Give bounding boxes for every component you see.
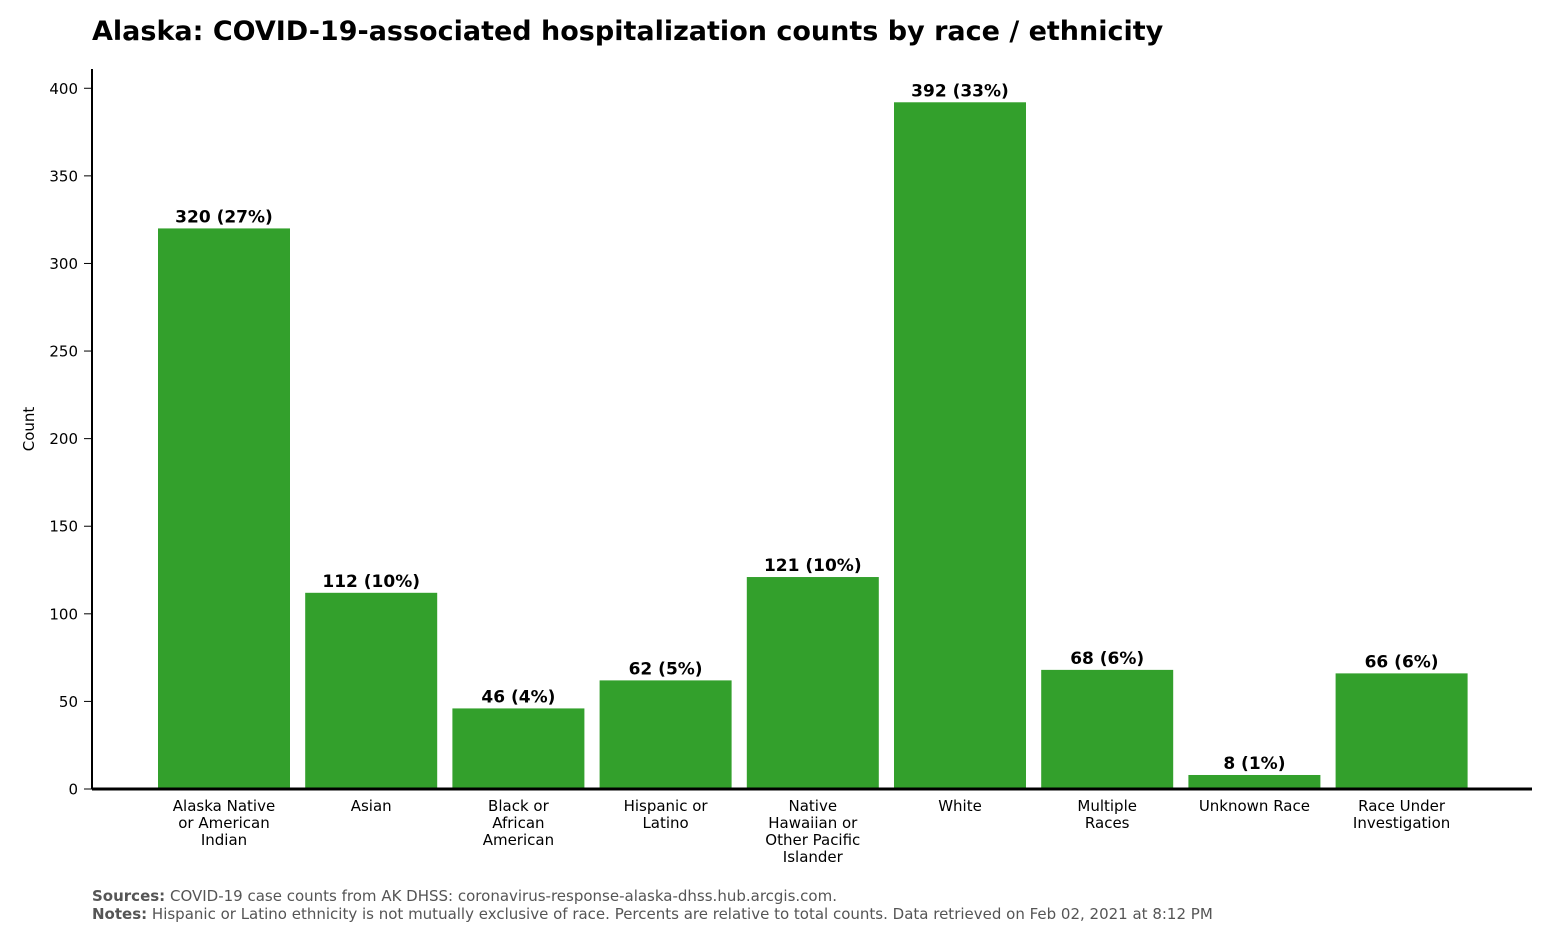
data-label: 121 (10%) bbox=[764, 556, 862, 576]
y-axis-label: Count bbox=[20, 407, 38, 452]
y-tick-label: 200 bbox=[49, 430, 78, 448]
y-tick-label: 0 bbox=[68, 781, 78, 799]
y-tick-label: 50 bbox=[59, 693, 78, 711]
bar bbox=[305, 592, 438, 789]
x-tick-label-line: American bbox=[483, 831, 554, 849]
y-tick-label: 150 bbox=[49, 518, 78, 536]
x-tick-label: Race Under Investigation bbox=[1353, 797, 1450, 832]
chart-title: Alaska: COVID-19-associated hospitalizat… bbox=[92, 16, 1164, 47]
x-tick-label-line: Native bbox=[789, 797, 838, 815]
bar bbox=[746, 577, 879, 789]
x-tick-label-line: Indian bbox=[201, 831, 247, 849]
notes-label: Notes: bbox=[92, 905, 148, 923]
data-label: 62 (5%) bbox=[629, 659, 703, 679]
x-tick-label-line: or American bbox=[178, 814, 270, 832]
x-tick-label-line: Races bbox=[1085, 814, 1130, 832]
sources-text: COVID-19 case counts from AK DHSS: coron… bbox=[169, 887, 837, 905]
sources-line: Sources: COVID-19 case counts from AK DH… bbox=[92, 887, 1213, 905]
y-tick-label: 400 bbox=[49, 80, 78, 98]
x-tick-label-line: Alaska Native bbox=[173, 797, 275, 815]
bar bbox=[452, 708, 585, 789]
bar bbox=[158, 228, 290, 789]
x-tick-label-line: African bbox=[492, 814, 544, 832]
data-label: 392 (33%) bbox=[911, 81, 1009, 101]
footnotes: Sources: COVID-19 case counts from AK DH… bbox=[92, 887, 1213, 923]
y-axis: 0 50 100 150 200 250 300 350 400 Count bbox=[20, 69, 93, 799]
bar bbox=[1041, 669, 1174, 789]
x-tick-label: White bbox=[938, 797, 982, 815]
data-label: 112 (10%) bbox=[322, 572, 420, 592]
sources-label: Sources: bbox=[92, 887, 166, 905]
x-tick-label-line: Other Pacific bbox=[765, 831, 860, 849]
y-tick-label: 300 bbox=[49, 255, 78, 273]
bar bbox=[599, 680, 732, 789]
y-tick-label: 350 bbox=[49, 167, 78, 185]
data-label: 46 (4%) bbox=[481, 687, 555, 707]
x-tick-label: Black or African American bbox=[483, 797, 554, 849]
data-label: 66 (6%) bbox=[1365, 652, 1439, 672]
notes-text: Hispanic or Latino ethnicity is not mutu… bbox=[151, 905, 1213, 923]
bar bbox=[894, 102, 1026, 789]
x-tick-label-line: Hispanic or bbox=[624, 797, 709, 815]
x-tick-label-line: Multiple bbox=[1077, 797, 1137, 815]
data-label: 320 (27%) bbox=[175, 207, 273, 227]
x-tick-label-line: Race Under bbox=[1358, 797, 1446, 815]
x-tick-label-line: Islander bbox=[783, 848, 844, 866]
x-tick-label-line: Black or bbox=[488, 797, 550, 815]
x-tick-label-line: Asian bbox=[351, 797, 392, 815]
x-axis: Alaska Native or American Indian Asian Black… bbox=[92, 787, 1532, 866]
x-tick-label-line: White bbox=[938, 797, 982, 815]
x-tick-label-line: Latino bbox=[642, 814, 688, 832]
x-tick-label: Multiple Races bbox=[1077, 797, 1137, 832]
x-tick-label: Native Hawaiian or Other Pacific Islander bbox=[765, 797, 860, 866]
bar bbox=[1335, 673, 1468, 789]
bars bbox=[158, 102, 1468, 789]
data-label: 8 (1%) bbox=[1223, 754, 1285, 774]
x-tick-label: Asian bbox=[351, 797, 392, 815]
x-tick-label: Unknown Race bbox=[1199, 797, 1310, 815]
notes-line: Notes: Hispanic or Latino ethnicity is n… bbox=[92, 905, 1213, 923]
x-tick-label-line: Hawaiian or bbox=[768, 814, 858, 832]
data-label: 68 (6%) bbox=[1070, 649, 1144, 669]
y-tick-label: 100 bbox=[49, 605, 78, 623]
x-tick-label-line: Unknown Race bbox=[1199, 797, 1310, 815]
x-tick-label-line: Investigation bbox=[1353, 814, 1450, 832]
x-tick-label: Hispanic or Latino bbox=[624, 797, 709, 832]
data-labels: 320 (27%) 112 (10%) 46 (4%) 62 (5%) 121 (10%… bbox=[175, 81, 1438, 774]
x-tick-label: Alaska Native or American Indian bbox=[173, 797, 275, 849]
bar bbox=[1188, 774, 1321, 789]
y-tick-label: 250 bbox=[49, 343, 78, 361]
